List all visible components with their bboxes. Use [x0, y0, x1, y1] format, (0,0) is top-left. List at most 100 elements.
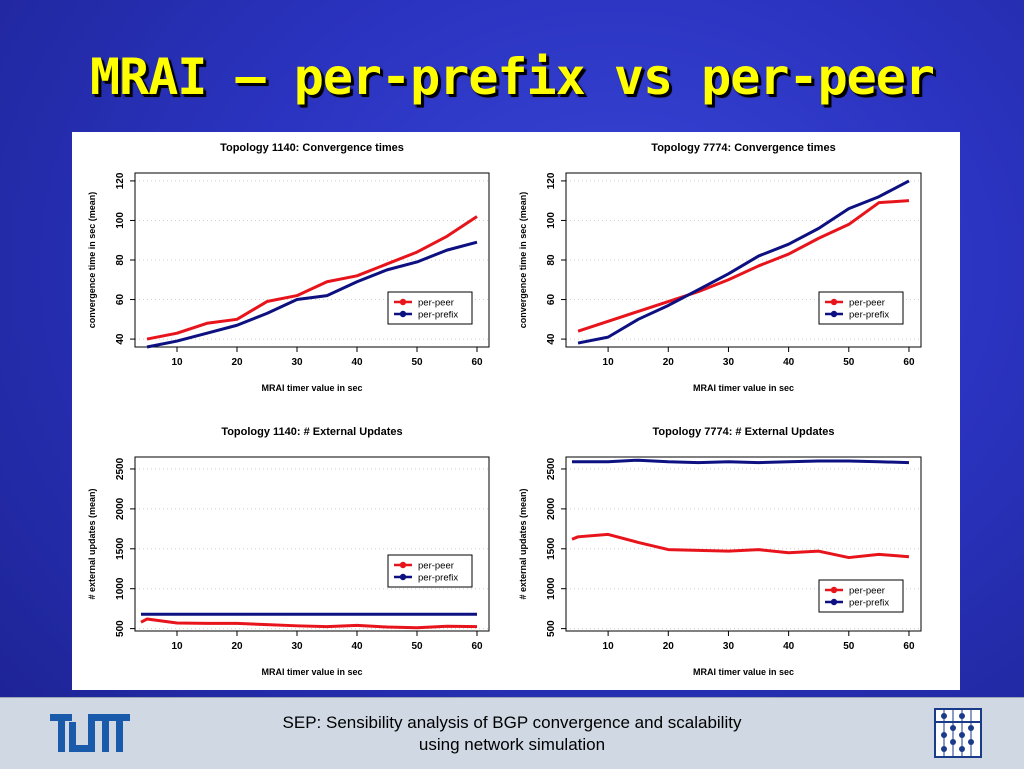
- legend-label: per-prefix: [418, 573, 458, 584]
- y-tick-label: 2000: [546, 497, 557, 520]
- y-tick-label: 1500: [115, 537, 126, 560]
- x-tick-label: 60: [903, 357, 915, 368]
- chart-title: Topology 7774: Convergence times: [651, 142, 835, 154]
- chart-2: Topology 7774: Convergence times 10 20 30 40…: [518, 142, 922, 393]
- legend-label: per-prefix: [849, 598, 889, 609]
- y-tick-label: 100: [546, 212, 557, 229]
- x-tick-label: 10: [603, 357, 615, 368]
- series-line-per-peer: [146, 215, 478, 341]
- y-tick-label: 2500: [115, 457, 126, 480]
- x-tick-label: 50: [411, 357, 423, 368]
- legend-label: per-prefix: [418, 310, 458, 321]
- x-tick-label: 10: [603, 641, 615, 652]
- legend-label: per-peer: [418, 561, 454, 572]
- legend-box: [818, 579, 904, 613]
- y-tick-label: 1000: [546, 577, 557, 600]
- legend-swatch-dot: [830, 310, 838, 318]
- x-tick-label: 30: [723, 641, 735, 652]
- series-line-per-peer: [140, 617, 478, 630]
- x-tick-label: 60: [903, 641, 915, 652]
- x-tick-label: 40: [783, 357, 795, 368]
- x-tick-label: 20: [231, 357, 243, 368]
- chart-panel: Topology 1140: Convergence times 10 20 30 40…: [72, 132, 960, 690]
- series-line-per-prefix: [577, 179, 910, 345]
- y-tick-label: 100: [115, 212, 126, 229]
- legend-box: [387, 554, 473, 588]
- legend-label: per-peer: [849, 298, 885, 309]
- x-tick-label: 50: [843, 357, 855, 368]
- plot-frame: [134, 456, 490, 632]
- y-tick-label: 40: [546, 333, 557, 345]
- x-tick-label: 30: [291, 641, 303, 652]
- x-axis-label: MRAI timer value in sec: [261, 667, 362, 677]
- y-tick-label: 40: [115, 333, 126, 345]
- x-tick-label: 10: [171, 357, 183, 368]
- x-axis-label: MRAI timer value in sec: [693, 667, 794, 677]
- x-tick-label: 30: [291, 357, 303, 368]
- legend-swatch-dot: [399, 561, 407, 569]
- x-tick-label: 60: [471, 357, 483, 368]
- legend-swatch-dot: [399, 573, 407, 581]
- x-tick-label: 40: [351, 357, 363, 368]
- x-tick-label: 20: [663, 357, 675, 368]
- y-tick-label: 60: [546, 294, 557, 306]
- y-tick-label: 80: [546, 254, 557, 266]
- chart-title: Topology 1140: Convergence times: [220, 142, 404, 154]
- y-tick-label: 60: [115, 294, 126, 306]
- x-tick-label: 10: [171, 641, 183, 652]
- legend-label: per-prefix: [849, 310, 889, 321]
- y-tick-label: 500: [546, 620, 557, 637]
- y-tick-label: 80: [115, 254, 126, 266]
- x-tick-label: 20: [663, 641, 675, 652]
- y-tick-label: 2500: [546, 457, 557, 480]
- chart-title: Topology 7774: # External Updates: [653, 426, 835, 438]
- series-line-per-prefix: [146, 240, 478, 349]
- slide-title: MRAI – per-prefix vs per-peer: [90, 48, 935, 106]
- legend-swatch-dot: [399, 298, 407, 306]
- x-tick-label: 60: [471, 641, 483, 652]
- legend-swatch-dot: [399, 310, 407, 318]
- charts-canvas: Topology 1140: Convergence times 10 20 30 40…: [87, 142, 922, 677]
- series-line-per-peer: [571, 532, 910, 560]
- y-tick-label: 500: [115, 620, 126, 637]
- plot-frame: [565, 456, 922, 632]
- y-axis-label: convergence time in sec (mean): [518, 192, 528, 329]
- x-tick-label: 40: [783, 641, 795, 652]
- series-line-per-peer: [577, 199, 910, 333]
- x-tick-label: 50: [411, 641, 423, 652]
- y-tick-label: 2000: [115, 497, 126, 520]
- footer-bar: SEP: Sensibility analysis of BGP converg…: [0, 697, 1024, 769]
- x-tick-label: 50: [843, 641, 855, 652]
- y-axis-label: convergence time in sec (mean): [87, 192, 97, 329]
- legend-swatch-dot: [830, 598, 838, 606]
- footer-line-2: using network simulation: [418, 735, 606, 754]
- legend-swatch-dot: [830, 586, 838, 594]
- x-tick-label: 40: [351, 641, 363, 652]
- x-tick-label: 20: [231, 641, 243, 652]
- footer-caption: SEP: Sensibility analysis of BGP converg…: [200, 712, 824, 756]
- chart-1: Topology 1140: Convergence times 10 20 30 40…: [87, 142, 490, 393]
- x-axis-label: MRAI timer value in sec: [693, 383, 794, 393]
- y-axis-label: # external updates (mean): [518, 488, 528, 599]
- footer-line-1: SEP: Sensibility analysis of BGP converg…: [282, 713, 742, 732]
- series-line-per-prefix: [572, 458, 910, 465]
- chart-4: Topology 7774: # External Updates 10 20 30 4…: [518, 426, 922, 677]
- y-tick-label: 120: [115, 172, 126, 189]
- x-tick-label: 30: [723, 357, 735, 368]
- x-axis-label: MRAI timer value in sec: [261, 383, 362, 393]
- legend-box: [387, 291, 473, 325]
- legend-label: per-peer: [418, 298, 454, 309]
- legend-box: [818, 291, 904, 325]
- legend-swatch-dot: [830, 298, 838, 306]
- abacus-logo-icon: [934, 708, 982, 758]
- y-tick-label: 120: [546, 172, 557, 189]
- y-tick-label: 1000: [115, 577, 126, 600]
- chart-title: Topology 1140: # External Updates: [221, 426, 402, 438]
- y-tick-label: 1500: [546, 537, 557, 560]
- tum-logo-icon: [50, 714, 130, 752]
- y-axis-label: # external updates (mean): [87, 488, 97, 599]
